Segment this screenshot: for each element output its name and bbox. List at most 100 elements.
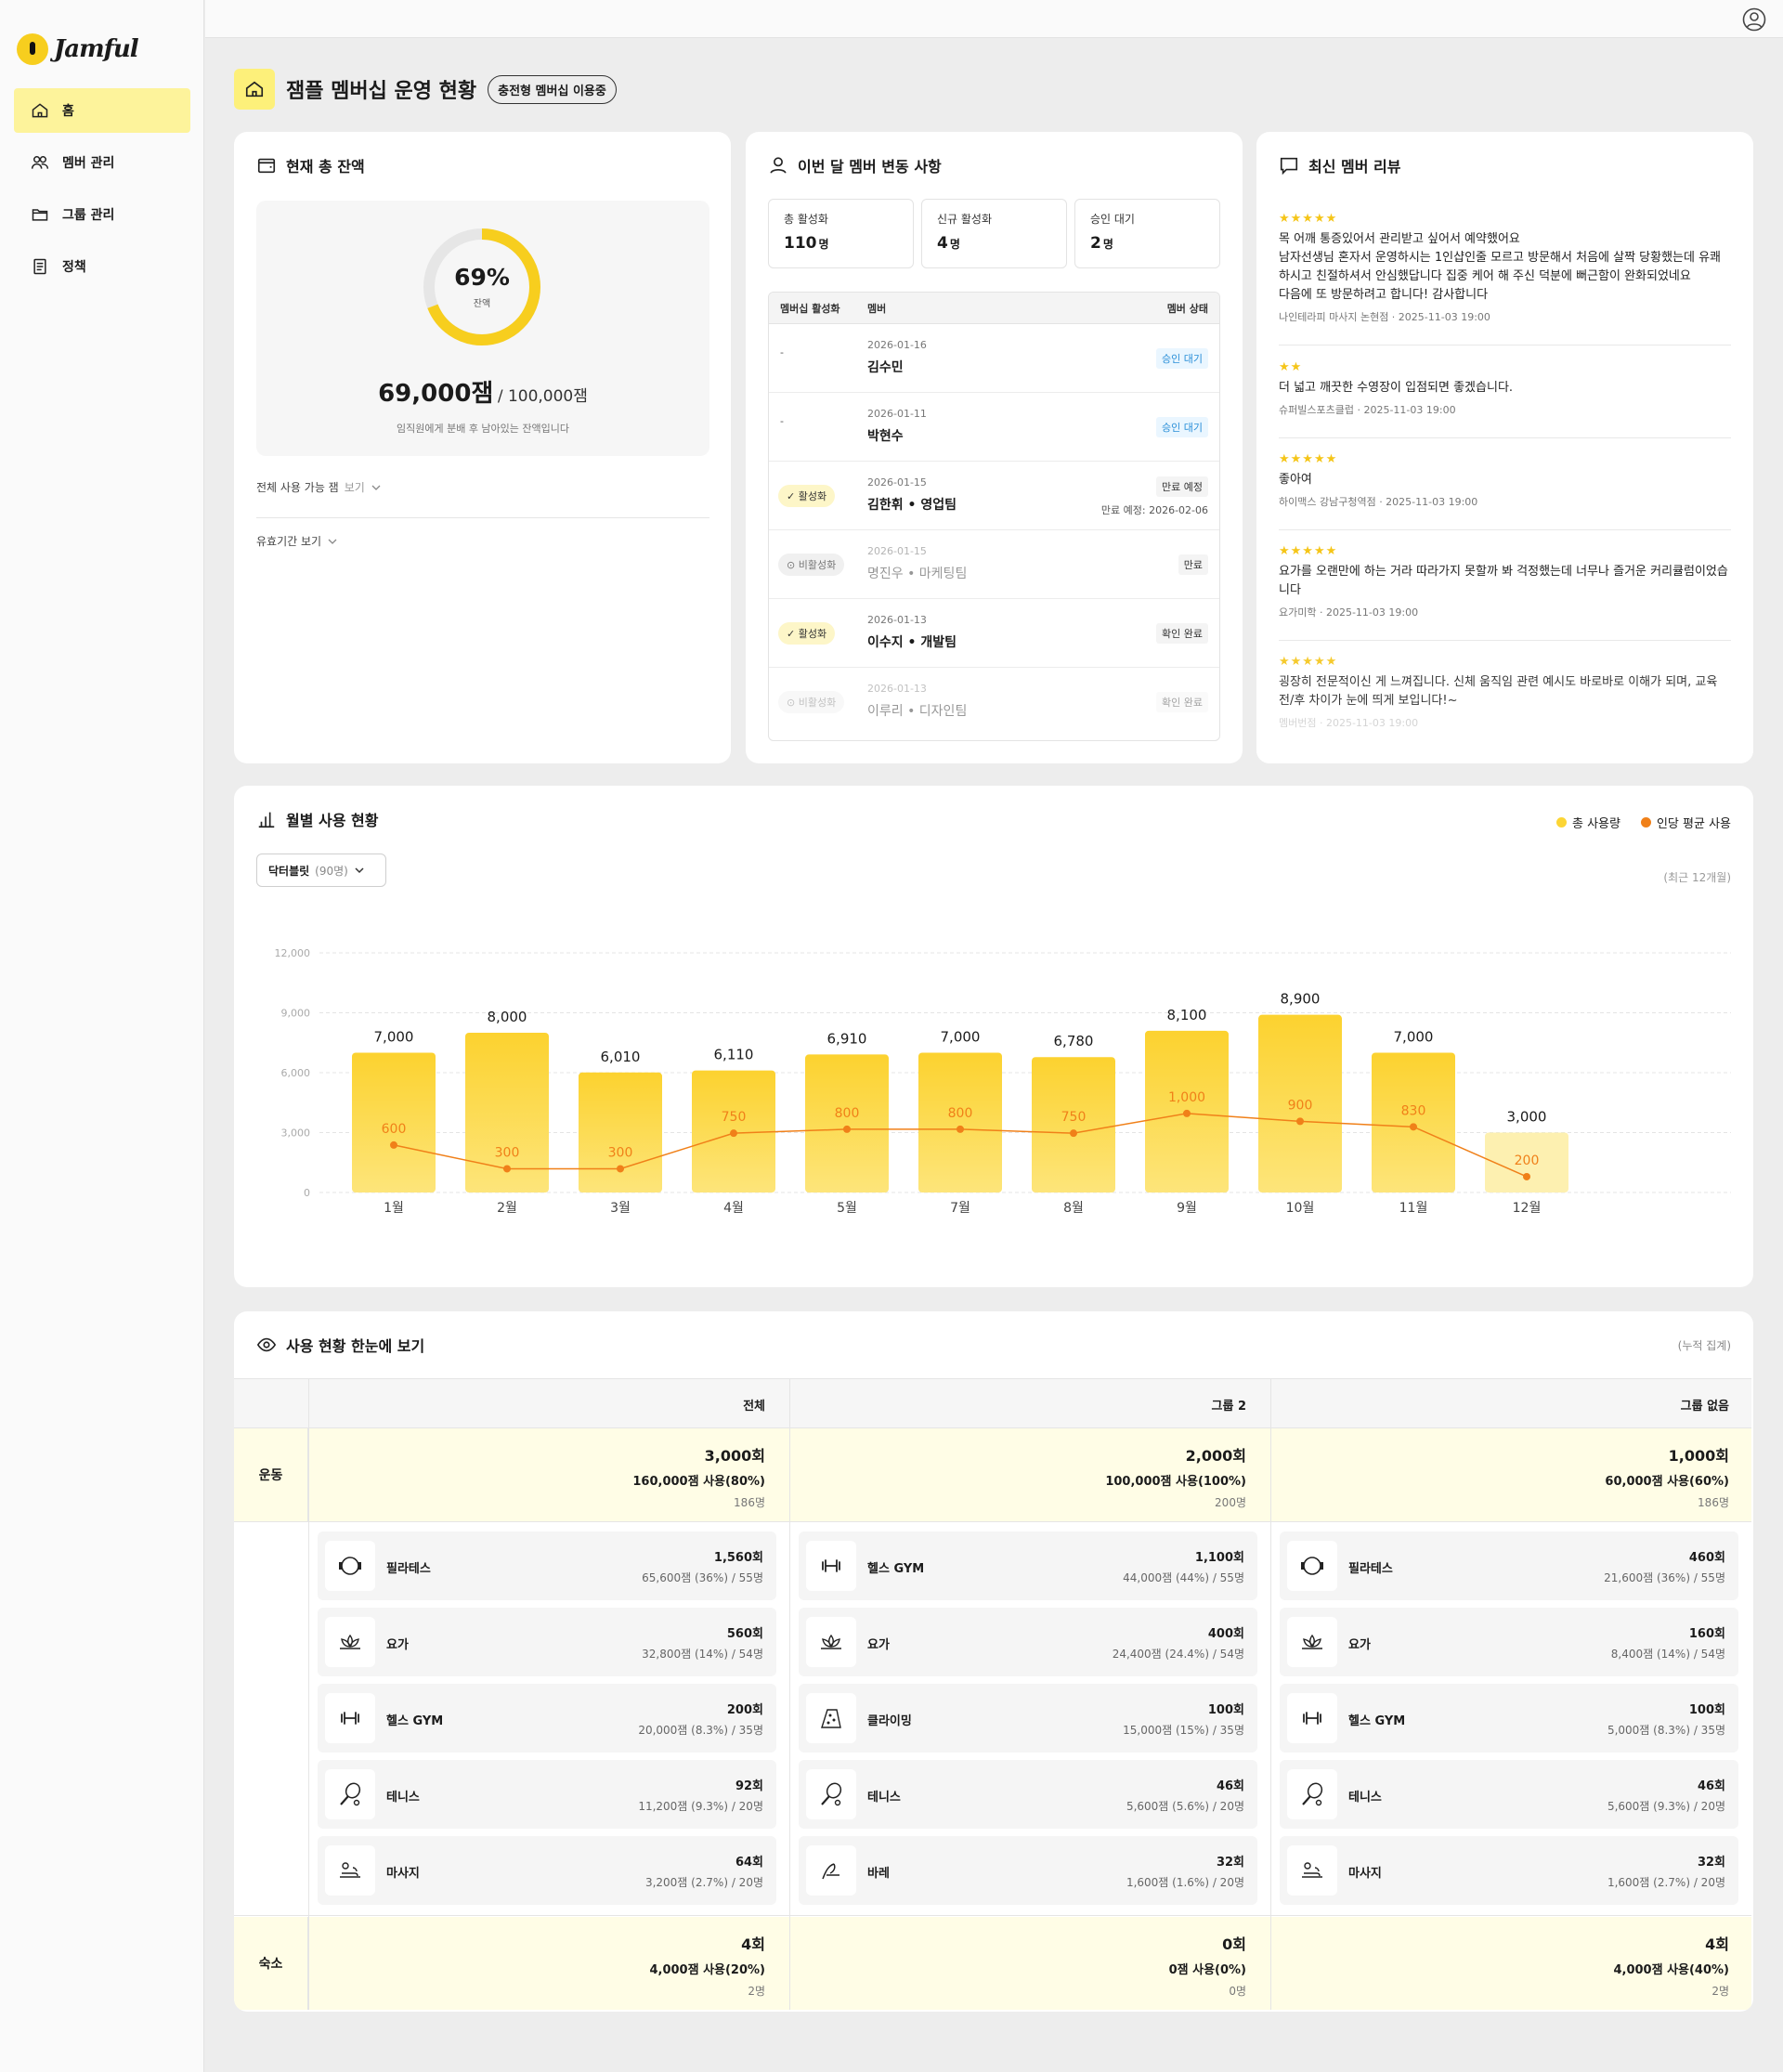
- total-used: 160,000잼 사용(80%): [632, 1475, 765, 1489]
- bar: [579, 1072, 662, 1192]
- column-divider: [308, 1378, 309, 2010]
- member-name: 명진우 • 마케팅팀: [867, 567, 968, 581]
- sidebar-item-home[interactable]: 홈: [14, 88, 190, 133]
- expand-label: 전체 사용 가능 잼: [256, 481, 339, 494]
- activity-item[interactable]: 헬스 GYM 200회 20,000잼 (8.3%) / 35명: [318, 1684, 776, 1753]
- logo[interactable]: Jamful: [17, 33, 139, 65]
- activity-item[interactable]: 테니스 46회 5,600잼 (9.3%) / 20명: [1280, 1760, 1738, 1829]
- activity-detail: 20,000잼 (8.3%) / 35명: [638, 1724, 763, 1737]
- activity-item[interactable]: 마사지 32회 1,600잼 (2.7%) / 20명: [1280, 1836, 1738, 1905]
- activity-icon-box: [1287, 1845, 1337, 1896]
- table-row[interactable]: - 2026-01-16 김수민 승인 대기: [769, 324, 1219, 393]
- monthly-usage-card: 월별 사용 현황 총 사용량 인당 평균 사용 닥터블릿 (90명) (최근 12…: [234, 786, 1753, 1287]
- home-badge: [234, 69, 275, 110]
- activity-name: 필라테스: [1348, 1562, 1393, 1576]
- company-select[interactable]: 닥터블릿 (90명): [256, 854, 386, 887]
- card-title: 최신 멤버 리뷰: [1279, 154, 1400, 176]
- usage-summary-card: 사용 현황 한눈에 보기 (누적 집계) 전체 그룹 2 그룹 없음 운동 3,…: [234, 1311, 1753, 2012]
- average-point: [1183, 1109, 1191, 1117]
- stat-label: 총 활성화: [784, 213, 828, 226]
- activation-badge: ✓ 활성화: [778, 485, 836, 507]
- activity-item[interactable]: 필라테스 1,560회 65,600잼 (36%) / 55명: [318, 1531, 776, 1600]
- member-table: 멤버십 활성화 멤버 멤버 상태 - 2026-01-16 김수민 승인 대기 …: [768, 292, 1220, 741]
- expand-available[interactable]: 전체 사용 가능 잼 보기: [256, 479, 382, 495]
- average-value-label: 800: [948, 1106, 973, 1121]
- divider: [1279, 640, 1731, 641]
- activity-item[interactable]: 클라이밍 100회 15,000잼 (15%) / 35명: [799, 1684, 1257, 1753]
- table-row[interactable]: ⊙ 비활성화 2026-01-13 이루리 • 디자인팀 확인 완료: [769, 668, 1219, 736]
- member-date: 2026-01-16: [867, 339, 927, 351]
- activity-detail: 15,000잼 (15%) / 35명: [1123, 1724, 1244, 1737]
- member-date: 2026-01-13: [867, 683, 927, 695]
- review-text: 요가를 오랜만에 하는 거라 따라가지 못할까 봐 걱정했는데 너무나 즐거운 …: [1279, 565, 1728, 597]
- average-point: [843, 1125, 851, 1133]
- table-row[interactable]: ✓ 활성화 2026-01-15 김한휘 • 영업팀 만료 예정 만료 예정: …: [769, 462, 1219, 530]
- table-header: 전체 그룹 2 그룹 없음: [234, 1378, 1751, 1428]
- expand-validity[interactable]: 유효기간 보기: [256, 533, 338, 549]
- lotus-icon: [340, 1634, 360, 1649]
- table-row[interactable]: - 2026-01-11 박현수 승인 대기: [769, 393, 1219, 462]
- activity-item[interactable]: 헬스 GYM 1,100회 44,000잼 (44%) / 55명: [799, 1531, 1257, 1600]
- climbing-icon: [821, 1709, 841, 1728]
- activity-icon-box: [806, 1617, 856, 1667]
- member-name: 김수민: [867, 360, 904, 375]
- activity-detail: 5,600잼 (9.3%) / 20명: [1607, 1800, 1725, 1813]
- activity-item[interactable]: 바레 32회 1,600잼 (1.6%) / 20명: [799, 1836, 1257, 1905]
- activity-item[interactable]: 테니스 46회 5,600잼 (5.6%) / 20명: [799, 1760, 1257, 1829]
- sidebar-item-members[interactable]: 멤버 관리: [14, 140, 190, 185]
- activity-item[interactable]: 요가 400회 24,400잼 (24.4%) / 54명: [799, 1608, 1257, 1676]
- review-meta: 멤버번점 · 2025-11-03 19:00: [1279, 717, 1419, 729]
- card-title: 사용 현황 한눈에 보기: [256, 1334, 424, 1356]
- table-row[interactable]: ✓ 활성화 2026-01-13 이수지 • 개발팀 확인 완료: [769, 599, 1219, 668]
- y-tick-label: 6,000: [281, 1067, 311, 1079]
- x-tick-label: 12월: [1513, 1201, 1542, 1216]
- chevron-down-icon: [371, 485, 381, 490]
- activity-icon-box: [325, 1769, 375, 1819]
- activity-item[interactable]: 필라테스 460회 21,600잼 (36%) / 55명: [1280, 1531, 1738, 1600]
- average-value-label: 900: [1288, 1098, 1313, 1113]
- activity-name: 바레: [867, 1867, 890, 1881]
- activity-icon-box: [1287, 1769, 1337, 1819]
- column-divider: [1270, 1378, 1271, 2010]
- bar-value-label: 7,000: [374, 1029, 414, 1046]
- table-row[interactable]: ⊙ 비활성화 2026-01-15 명진우 • 마케팅팀 만료: [769, 530, 1219, 599]
- review-item[interactable]: ★★★★★ 요가를 오랜만에 하는 거라 따라가지 못할까 봐 걱정했는데 너무…: [1279, 544, 1731, 619]
- donut-label: 잔액: [473, 299, 491, 309]
- sidebar-item-groups[interactable]: 그룹 관리: [14, 192, 190, 237]
- activity-item[interactable]: 테니스 92회 11,200잼 (9.3%) / 20명: [318, 1760, 776, 1829]
- activity-count: 64회: [735, 1856, 763, 1870]
- legend-dot: [1640, 817, 1651, 827]
- balance-note: 임직원에게 분배 후 남아있는 잔액입니다: [396, 423, 570, 435]
- legend-average: 인당 평균 사용: [1640, 814, 1731, 831]
- chart-legend: 총 사용량 인당 평균 사용: [1555, 814, 1731, 831]
- activity-name: 요가: [1348, 1638, 1371, 1652]
- balance-donut: [423, 228, 540, 345]
- user-icon: [770, 157, 787, 174]
- card-title: 이번 달 멤버 변동 사항: [768, 154, 942, 176]
- sidebar-item-policy[interactable]: 정책: [14, 244, 190, 289]
- profile-icon[interactable]: [1742, 7, 1766, 32]
- activity-name: 테니스: [1348, 1791, 1382, 1805]
- bar-value-label: 7,000: [941, 1029, 981, 1046]
- activity-item[interactable]: 요가 560회 32,800잼 (14%) / 54명: [318, 1608, 776, 1676]
- logo-mark-icon: [17, 33, 48, 65]
- activity-icon-box: [806, 1769, 856, 1819]
- review-item[interactable]: ★★ 더 넓고 깨끗한 수영장이 입점되면 좋겠습니다. 슈퍼빌스포츠클럽 · …: [1279, 360, 1731, 417]
- activity-icon-box: [806, 1541, 856, 1591]
- lotus-icon: [1302, 1634, 1322, 1649]
- donut-arc: [423, 228, 540, 345]
- activity-item[interactable]: 요가 160회 8,400잼 (14%) / 54명: [1280, 1608, 1738, 1676]
- status-badge: 확인 완료: [1156, 692, 1208, 712]
- activity-item[interactable]: 마사지 64회 3,200잼 (2.7%) / 20명: [318, 1836, 776, 1905]
- activity-item[interactable]: 헬스 GYM 100회 5,000잼 (8.3%) / 35명: [1280, 1684, 1738, 1753]
- logo-text: Jamful: [54, 35, 139, 63]
- review-item[interactable]: ★★★★★ 굉장히 전문적이신 게 느껴집니다. 신체 움직임 관련 예시도 바…: [1279, 655, 1731, 730]
- divider: [1279, 529, 1731, 530]
- review-item[interactable]: ★★★★★ 목 어깨 통증있어서 관리받고 싶어서 예약했어요 남자선생님 혼자…: [1279, 212, 1731, 324]
- stat-total-active: 총 활성화 110 명: [768, 199, 914, 268]
- bar-value-label: 3,000: [1507, 1109, 1547, 1126]
- aggregate-note: (누적 집계): [1677, 1339, 1731, 1352]
- review-item[interactable]: ★★★★★ 좋아여 하이맥스 강남구청역점 · 2025-11-03 19:00: [1279, 452, 1731, 509]
